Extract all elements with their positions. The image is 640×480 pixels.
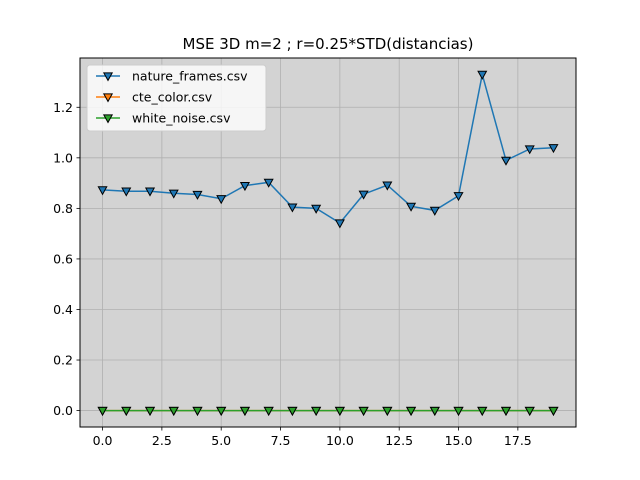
data-point [548,406,559,417]
x-tick-label: 2.5 [152,433,172,448]
data-point [239,406,250,417]
data-point [239,181,250,192]
data-point [216,195,227,205]
series-layer [97,70,559,417]
y-tick-label: 1.2 [53,100,73,115]
data-point [453,192,464,202]
legend-label: white_noise.csv [132,111,231,126]
data-point [287,406,298,417]
data-point [168,189,179,199]
x-tick-label: 5.0 [211,433,231,448]
data-point [192,406,203,417]
data-point [144,187,156,197]
data-point [382,406,393,417]
data-point [121,187,132,197]
legend-label: cte_color.csv [132,90,213,105]
data-point [263,406,274,417]
data-point [429,206,440,216]
data-point [263,178,274,188]
data-point [287,203,298,213]
x-tick-label: 12.5 [385,433,413,448]
data-point [358,190,369,200]
data-point [216,406,227,417]
legend: nature_frames.csv cte_color.csv white_nois… [86,64,267,132]
data-point [311,406,322,417]
data-point [477,406,488,417]
data-point [406,406,417,417]
y-tick-label: 0.2 [53,353,73,368]
data-point [121,406,132,417]
data-point [548,144,559,154]
data-point [358,406,369,417]
data-point [102,93,114,103]
x-tick-label: 15.0 [445,433,473,448]
data-point [102,72,114,82]
legend-box [86,64,267,132]
data-point [477,70,488,80]
data-point [500,156,512,166]
data-point [334,219,345,229]
data-point [102,114,114,124]
y-tick-label: 1.0 [53,150,73,165]
data-point [524,145,535,155]
data-point [382,181,393,191]
plot-frame [79,57,577,428]
series-white-noise-csv [97,406,559,417]
y-tick-label: 0.8 [53,201,73,216]
data-point [168,406,179,417]
x-tick-label: 17.5 [504,433,532,448]
chart-title: MSE 3D m=2 ; r=0.25*STD(distancias) [183,35,474,53]
data-point [97,186,108,196]
data-point [192,190,203,200]
axis-ticks: 0.0 2.5 5.0 7.5 10.0 12.5 15.0 17.5 0.0 0.2 0.4 0.6… [53,100,532,448]
data-point [406,202,417,212]
series-nature-frames-csv [97,70,559,229]
data-point [453,406,464,417]
series-line [102,74,554,225]
data-point [311,204,322,214]
y-tick-label: 0.0 [53,403,73,418]
data-point [144,406,156,417]
y-tick-label: 0.4 [53,302,73,317]
data-point [334,406,345,417]
data-point [429,406,440,417]
x-tick-label: 10.0 [326,433,354,448]
y-tick-label: 0.6 [53,251,73,266]
x-tick-label: 0.0 [93,433,113,448]
data-point [97,406,108,417]
x-tick-label: 7.5 [271,433,291,448]
data-point [524,406,535,417]
data-point [500,406,512,417]
legend-label: nature_frames.csv [132,69,248,84]
